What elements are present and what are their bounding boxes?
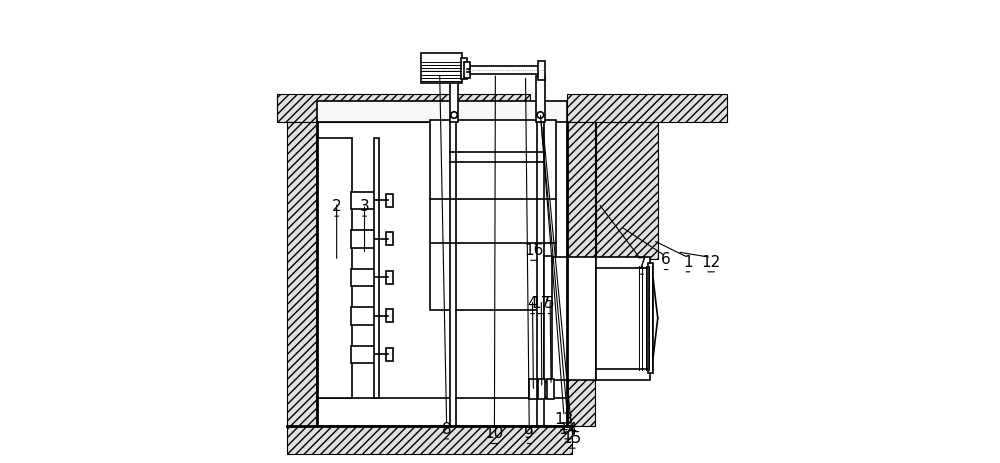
- Bar: [596, 123, 658, 259]
- Bar: [544, 257, 552, 382]
- Bar: [648, 264, 653, 373]
- Bar: [421, 54, 462, 84]
- Bar: [450, 76, 458, 123]
- Bar: [567, 95, 727, 123]
- Text: 15: 15: [562, 430, 582, 445]
- Bar: [386, 194, 393, 207]
- Bar: [287, 426, 572, 454]
- Bar: [567, 123, 595, 426]
- Text: 14: 14: [559, 421, 578, 436]
- Bar: [596, 257, 650, 269]
- Bar: [277, 95, 530, 123]
- Bar: [538, 62, 545, 81]
- Text: 4: 4: [528, 296, 537, 311]
- Bar: [317, 398, 567, 426]
- Text: 8: 8: [442, 421, 451, 436]
- Text: 16: 16: [524, 243, 544, 257]
- Bar: [351, 307, 375, 325]
- Text: 9: 9: [524, 425, 534, 440]
- Bar: [374, 139, 379, 398]
- Bar: [596, 266, 650, 370]
- Text: 10: 10: [485, 425, 504, 440]
- Bar: [547, 380, 554, 399]
- Bar: [386, 348, 393, 361]
- Bar: [450, 120, 456, 426]
- Bar: [529, 380, 537, 399]
- Text: 13: 13: [554, 412, 574, 426]
- Bar: [351, 231, 375, 248]
- Bar: [538, 380, 545, 399]
- Bar: [386, 271, 393, 284]
- Bar: [596, 369, 650, 381]
- Text: 17: 17: [532, 296, 551, 311]
- Bar: [549, 258, 596, 381]
- Bar: [351, 346, 375, 363]
- Bar: [464, 63, 470, 79]
- Bar: [536, 76, 545, 123]
- Text: 1: 1: [683, 254, 693, 269]
- Bar: [386, 310, 393, 323]
- Bar: [317, 139, 352, 398]
- Bar: [351, 192, 375, 210]
- Bar: [386, 233, 393, 246]
- Bar: [461, 59, 467, 80]
- Text: 3: 3: [360, 199, 369, 213]
- Bar: [467, 67, 542, 75]
- Text: 7: 7: [637, 257, 646, 271]
- Bar: [351, 269, 375, 287]
- Text: 12: 12: [701, 254, 721, 269]
- Text: 6: 6: [661, 252, 671, 267]
- Bar: [287, 123, 317, 426]
- Bar: [537, 120, 544, 426]
- Text: 2: 2: [332, 199, 341, 213]
- Text: 5: 5: [545, 296, 555, 311]
- Bar: [317, 102, 567, 123]
- Bar: [430, 120, 556, 310]
